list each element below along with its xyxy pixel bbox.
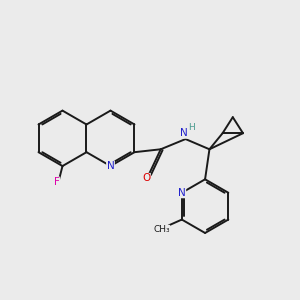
Text: N: N (178, 188, 186, 198)
Text: H: H (189, 124, 195, 133)
Text: O: O (142, 173, 150, 183)
Text: N: N (180, 128, 188, 138)
Text: N: N (106, 161, 114, 171)
Text: CH₃: CH₃ (153, 225, 170, 234)
Text: F: F (54, 177, 60, 187)
